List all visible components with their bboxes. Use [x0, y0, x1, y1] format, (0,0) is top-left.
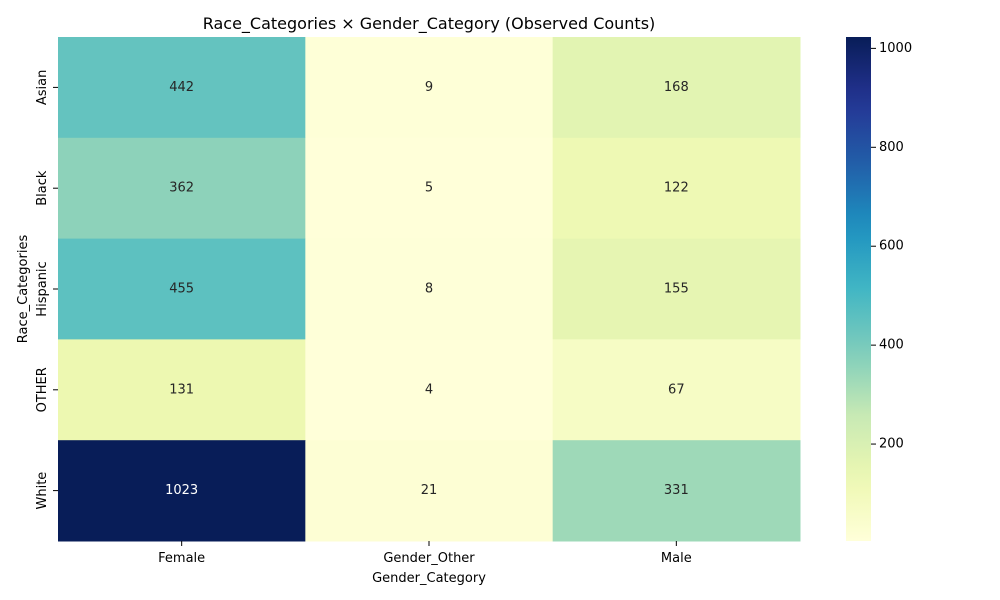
- cell-value-label: 5: [425, 181, 433, 196]
- cell-value-label: 131: [169, 382, 194, 397]
- heatmap-cell: [58, 339, 306, 441]
- cell-value-label: 362: [169, 181, 194, 196]
- cell-value-label: 442: [169, 80, 194, 95]
- cell-value-label: 67: [668, 382, 685, 397]
- y-tick-label: Asian: [35, 70, 50, 105]
- cell-value-label: 21: [421, 483, 438, 498]
- heatmap-cell: [552, 137, 801, 240]
- heatmap-cell: [58, 137, 306, 240]
- colorbar-tick-label: 600: [879, 239, 904, 254]
- colorbar-tick-label: 800: [879, 140, 904, 155]
- cell-value-label: 455: [169, 282, 194, 297]
- heatmap-cell: [552, 37, 801, 139]
- y-tick-label: Black: [35, 170, 50, 206]
- colorbar: 200 400 600 800 1000: [846, 37, 912, 541]
- chart-title: Race_Categories × Gender_Category (Obser…: [203, 14, 656, 34]
- cell-value-label: 122: [664, 181, 689, 196]
- heatmap-cell: [305, 137, 554, 240]
- cell-value-label: 8: [425, 282, 433, 297]
- heatmap-cell: [552, 238, 801, 340]
- cell-value-label: 4: [425, 382, 433, 397]
- y-tick-label: OTHER: [35, 367, 50, 412]
- y-tick-label: White: [35, 472, 50, 510]
- x-tick-label: Gender_Other: [383, 551, 475, 566]
- heatmap-cell: [552, 440, 801, 542]
- cell-value-label: 155: [664, 282, 689, 297]
- colorbar-gradient: [846, 37, 871, 541]
- y-axis-label: Race_Categories: [16, 235, 31, 344]
- x-tick-label: Male: [661, 551, 692, 566]
- y-tick-label: Hispanic: [35, 261, 50, 316]
- cell-value-label: 1023: [165, 483, 198, 498]
- heatmap-cell: [305, 339, 554, 441]
- heatmap-cell: [58, 440, 306, 542]
- heatmap-cell: [58, 37, 306, 139]
- heatmap-cell: [58, 238, 306, 340]
- colorbar-tick-label: 1000: [879, 41, 912, 56]
- colorbar-tick-label: 400: [879, 338, 904, 353]
- heatmap-cell: [305, 37, 554, 139]
- cell-value-label: 331: [664, 483, 689, 498]
- heatmap-cell: [305, 238, 554, 340]
- heatmap-cell: [552, 339, 801, 441]
- x-tick-label: Female: [158, 551, 205, 566]
- cell-value-label: 168: [664, 80, 689, 95]
- x-axis-ticks: Female Gender_Other Male: [158, 541, 692, 566]
- heatmap-cell: [305, 440, 554, 542]
- colorbar-tick-label: 200: [879, 437, 904, 452]
- heatmap-cells: 442 9 168 362 5 122 455 8 155 131 4 67 1023 21 331: [58, 37, 801, 542]
- x-axis-label: Gender_Category: [372, 571, 486, 586]
- y-axis-ticks: Asian Black Hispanic OTHER White: [35, 70, 58, 510]
- cell-value-label: 9: [425, 80, 433, 95]
